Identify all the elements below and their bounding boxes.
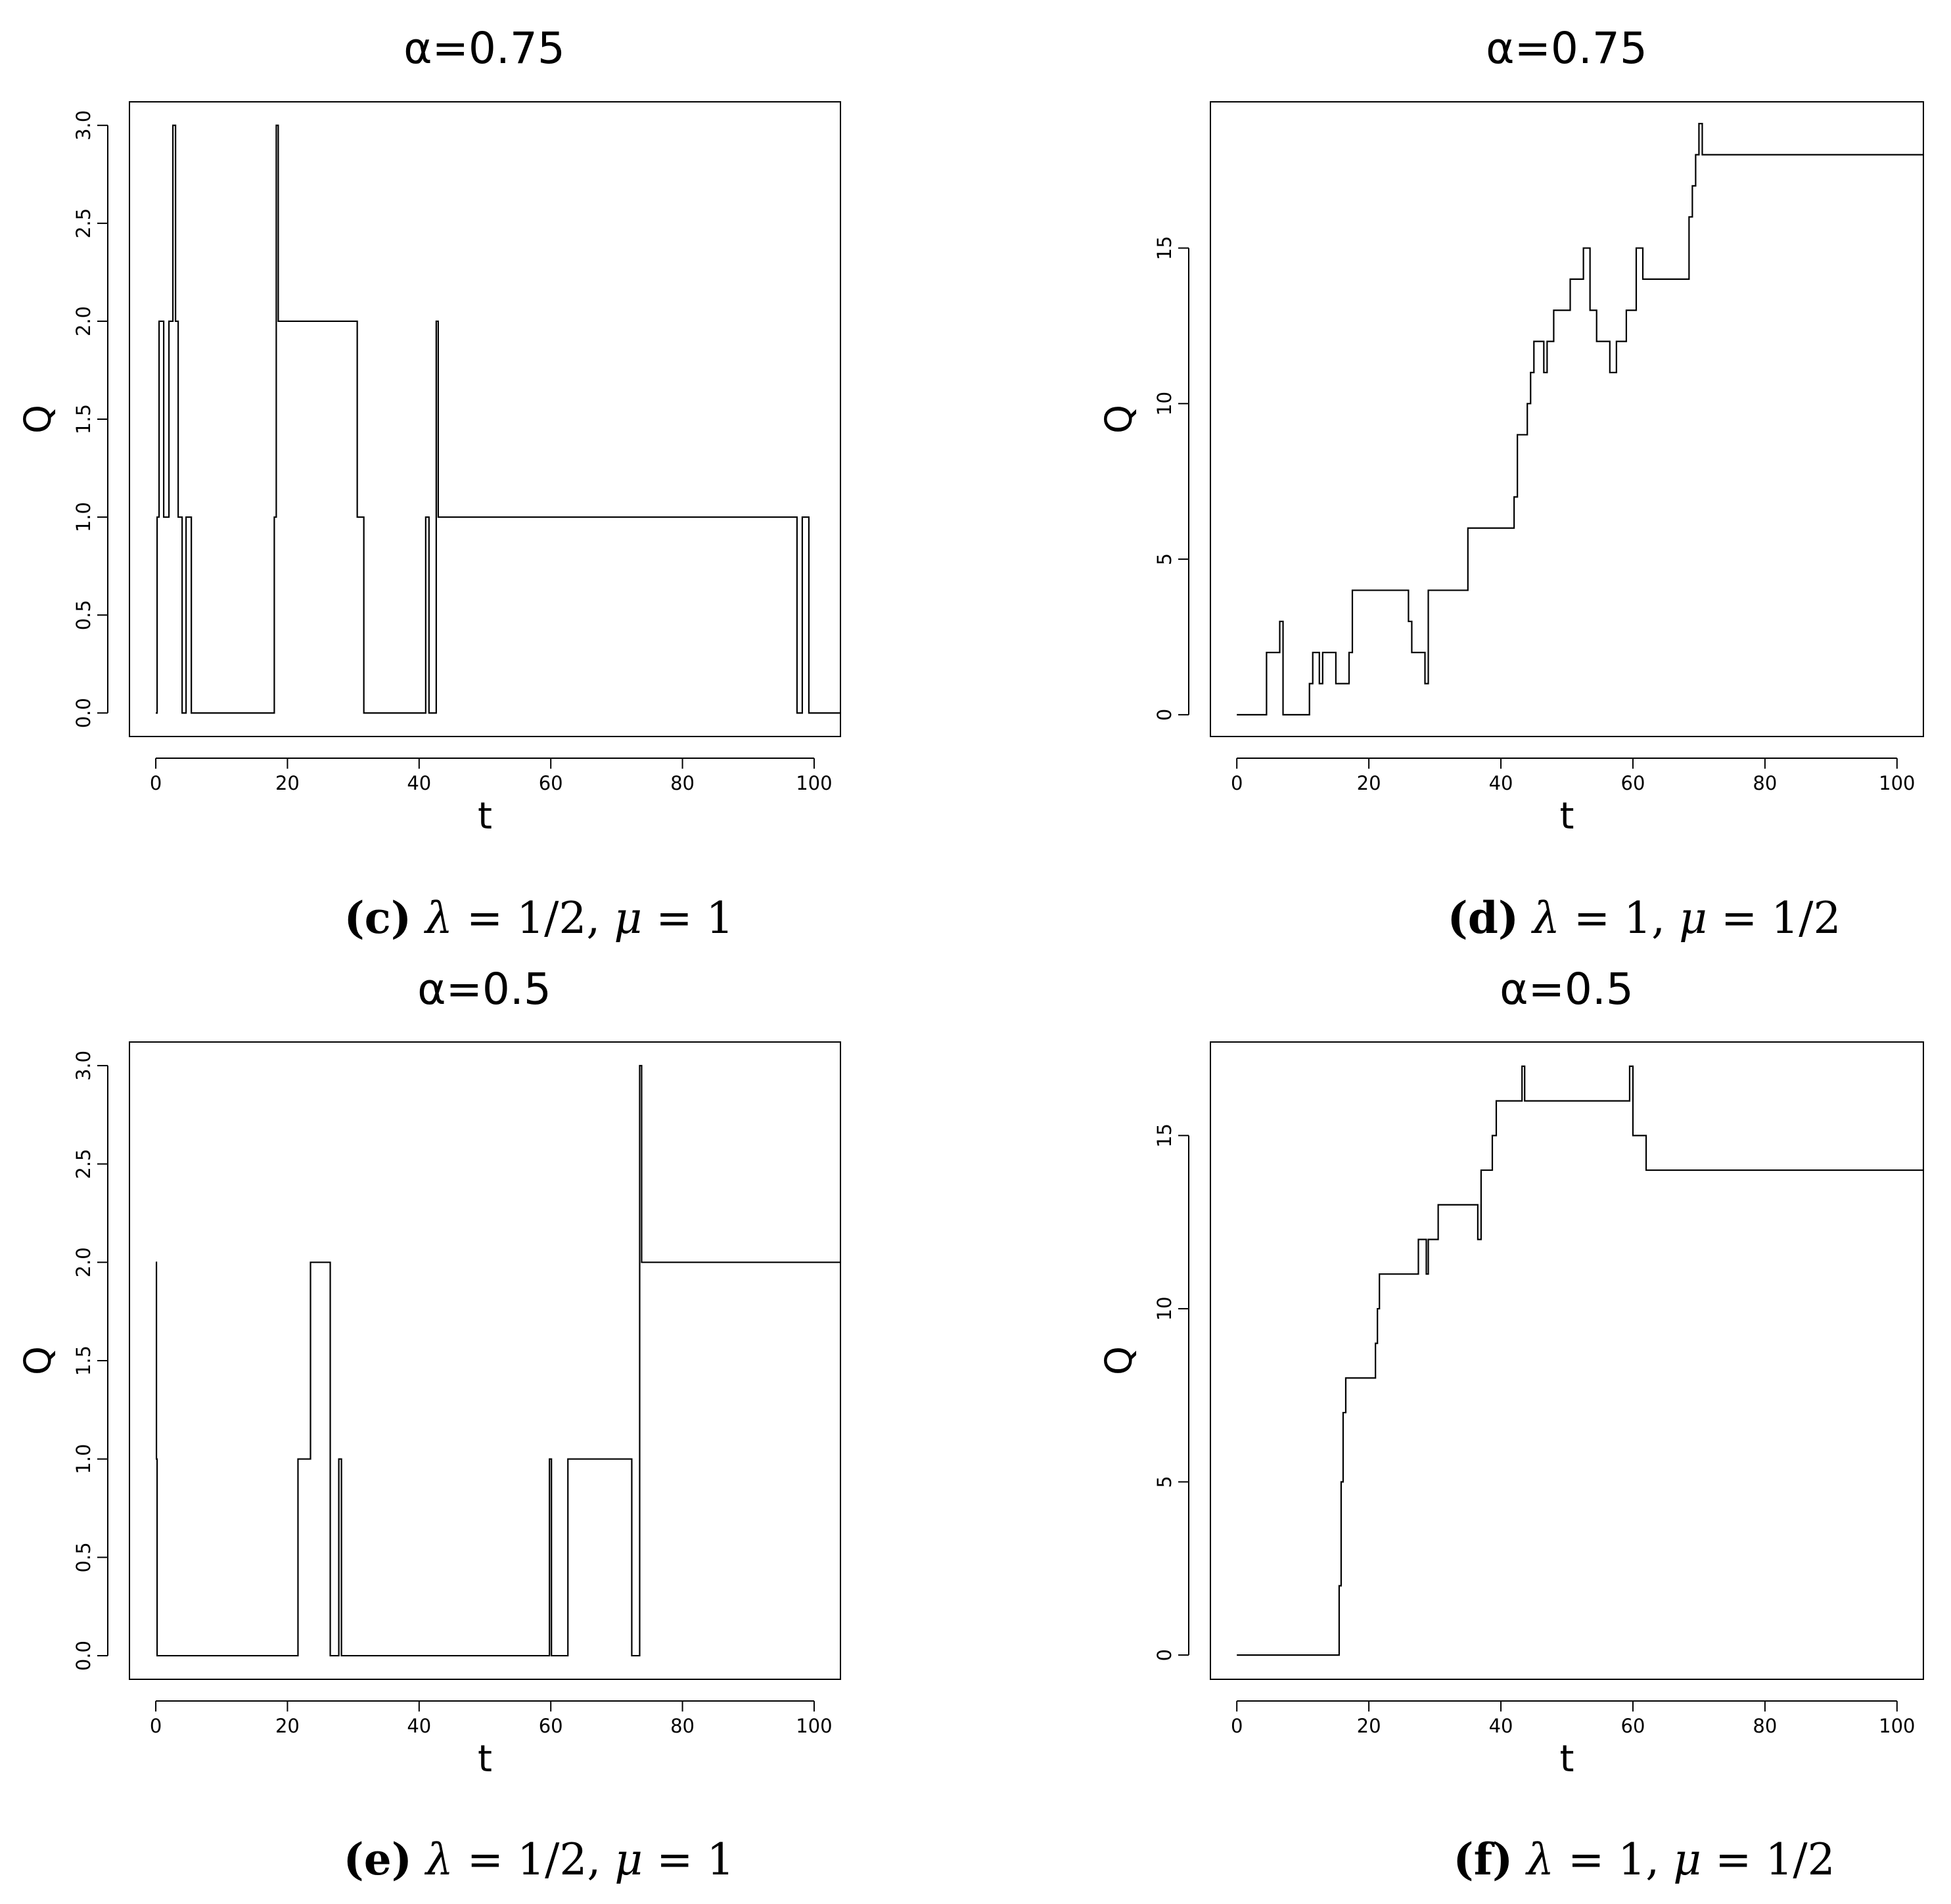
y-tick-label: 1.5 (72, 1346, 95, 1376)
y-axis-label: Q (1098, 405, 1141, 434)
chart-title: α=0.75 (403, 23, 565, 74)
chart-panel: α=0.75 0 20 40 60 80 100 t 0.0 0.5 1.0 1.5 2.0 2.5 3.0… (17, 23, 841, 943)
x-tick-label: 20 (1357, 772, 1381, 794)
mu-symbol: μ (1679, 893, 1707, 943)
x-tick-label: 100 (1879, 1715, 1915, 1737)
x-tick-label: 0 (1231, 1715, 1243, 1737)
y-tick-label: 2.0 (72, 1247, 95, 1277)
x-tick-label: 100 (796, 772, 832, 794)
y-tick-label: 15 (1153, 236, 1176, 260)
mu-symbol: μ (614, 1834, 643, 1885)
lambda-symbol: λ (1530, 893, 1560, 943)
chart-panel: α=0.5 0 20 40 60 80 100 t 0 5 10 15 Q (f) λ = 1, μ = … (1098, 964, 1924, 1885)
step-series-line (155, 1064, 840, 1657)
y-tick-label: 5 (1153, 1476, 1176, 1487)
x-tick-label: 60 (539, 1715, 563, 1737)
chart-panel: α=0.75 0 20 40 60 80 100 t 0 5 10 15 Q (d) λ = 1, μ =… (1098, 23, 1924, 943)
plot-frame (129, 101, 841, 737)
y-tick-label: 3.0 (72, 110, 95, 141)
chart-panel: α=0.5 0 20 40 60 80 100 t 0.0 0.5 1.0 1.5 2.0 2.5 3.0 Q… (17, 964, 841, 1885)
step-series-line (1237, 123, 1923, 715)
mu-value: 1 (706, 893, 734, 943)
step-series-line (156, 124, 840, 714)
y-tick-label: 2.0 (72, 306, 95, 336)
step-series-line (1237, 1065, 1923, 1656)
y-tick-label: 0.0 (72, 698, 95, 728)
y-tick-label: 2.5 (72, 208, 95, 238)
lambda-value: 1/2 (516, 893, 586, 943)
lambda-value: 1/2 (517, 1834, 587, 1885)
y-tick-label: 1.5 (72, 404, 95, 434)
y-axis-label: Q (17, 405, 60, 434)
x-tick-label: 20 (1357, 1715, 1381, 1737)
x-axis-label: t (1560, 1738, 1574, 1780)
x-tick-label: 40 (407, 772, 431, 794)
caption-letter: (d) (1447, 892, 1519, 943)
caption-letter: (f) (1453, 1834, 1513, 1885)
chart-title: α=0.5 (417, 964, 551, 1014)
mu-value: 1/2 (1771, 893, 1841, 943)
subfigure-caption: (d) λ = 1, μ = 1/2 (1447, 892, 1841, 943)
y-tick-label: 0 (1153, 709, 1176, 721)
y-tick-label: 0 (1153, 1649, 1176, 1661)
x-tick-label: 40 (1489, 772, 1513, 794)
x-tick-label: 0 (150, 1715, 162, 1737)
x-axis-label: t (478, 795, 492, 838)
x-tick-label: 20 (275, 772, 300, 794)
lambda-symbol: λ (1525, 1834, 1554, 1885)
plot-frame (1210, 101, 1924, 737)
chart-title: α=0.5 (1500, 964, 1634, 1014)
lambda-value: 1 (1618, 1834, 1645, 1885)
y-axis-label: Q (17, 1346, 60, 1375)
x-tick-label: 80 (670, 1715, 695, 1737)
y-axis-label: Q (1098, 1346, 1141, 1375)
x-tick-label: 0 (150, 772, 162, 794)
x-axis-label: t (1560, 795, 1574, 838)
y-tick-label: 0.5 (72, 1542, 95, 1572)
lambda-value: 1 (1624, 893, 1651, 943)
mu-value: 1/2 (1765, 1834, 1835, 1885)
y-tick-label: 1.0 (72, 502, 95, 532)
y-tick-label: 1.0 (72, 1444, 95, 1474)
y-tick-label: 0.5 (72, 600, 95, 630)
x-tick-label: 80 (1753, 772, 1777, 794)
x-tick-label: 80 (1753, 1715, 1777, 1737)
y-tick-label: 5 (1153, 553, 1176, 565)
lambda-symbol: λ (424, 1834, 453, 1885)
caption-letter: (e) (344, 1834, 412, 1885)
y-tick-label: 3.0 (72, 1051, 95, 1081)
x-tick-label: 80 (670, 772, 695, 794)
lambda-symbol: λ (423, 893, 453, 943)
x-tick-label: 40 (1489, 1715, 1513, 1737)
x-tick-label: 100 (796, 1715, 832, 1737)
x-tick-label: 20 (275, 1715, 300, 1737)
x-tick-label: 60 (1621, 772, 1645, 794)
subfigure-caption: (e) λ = 1/2, μ = 1 (344, 1834, 735, 1885)
x-tick-label: 60 (1621, 1715, 1645, 1737)
y-tick-label: 0.0 (72, 1641, 95, 1671)
subfigure-caption: (c) λ = 1/2, μ = 1 (344, 892, 733, 943)
x-axis-label: t (478, 1738, 492, 1780)
x-tick-label: 100 (1879, 772, 1915, 794)
x-tick-label: 0 (1231, 772, 1243, 794)
chart-title: α=0.75 (1486, 23, 1647, 74)
y-tick-label: 10 (1153, 392, 1176, 416)
y-tick-label: 2.5 (72, 1149, 95, 1179)
y-tick-label: 15 (1153, 1123, 1176, 1148)
mu-symbol: μ (614, 893, 642, 943)
subfigure-caption: (f) λ = 1, μ = 1/2 (1453, 1834, 1835, 1885)
caption-letter: (c) (344, 892, 411, 943)
mu-symbol: μ (1673, 1834, 1701, 1885)
mu-value: 1 (706, 1834, 734, 1885)
plot-frame (1210, 1041, 1924, 1680)
y-tick-label: 10 (1153, 1296, 1176, 1321)
x-tick-label: 40 (407, 1715, 431, 1737)
plot-frame (129, 1041, 841, 1680)
x-tick-label: 60 (539, 772, 563, 794)
